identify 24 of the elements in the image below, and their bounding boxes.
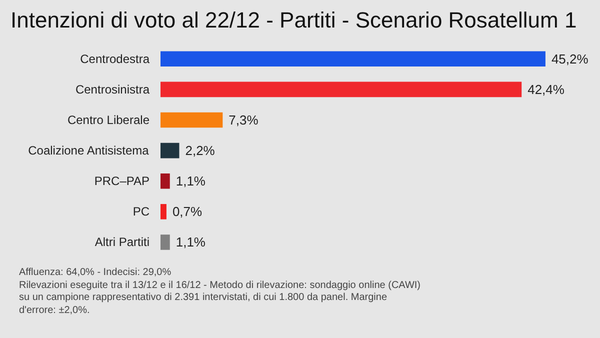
bar — [160, 204, 166, 220]
bar — [160, 173, 170, 189]
data-label: 0,7% — [172, 204, 203, 220]
data-label: 1,1% — [176, 234, 206, 250]
data-label: 1,1% — [176, 174, 206, 189]
bar — [160, 51, 546, 67]
text: Rilevazioni eseguite tra il 13/12 e il 16/12 - Metodo di rilevazione: sondaggio online (CAWI) su un campione rappresentativo di 2.391 intervistati, di cui 1.800 da panel. Margine d'errore: ±2,0%. — [19, 280, 421, 316]
data-label: 7,3% — [228, 112, 259, 128]
y-tick-label: Centro Liberale — [67, 113, 150, 127]
bar — [160, 234, 170, 250]
bar — [160, 82, 522, 98]
bar — [160, 112, 223, 128]
chart-title: Intenzioni di voto al 22/12 - Partiti - Scenario Rosatellum 1 — [10, 8, 577, 32]
data-label: 45,2% — [551, 51, 589, 66]
y-tick-label: PRC–PAP — [94, 174, 150, 188]
y-tick-label: Coalizione Antisistema — [28, 144, 150, 158]
y-tick-label: Centrosinistra — [75, 82, 150, 96]
text: Affluenza: 64,0% - Indecisi: 29,0% — [19, 267, 172, 278]
y-tick-label: Altri Partiti — [94, 235, 150, 250]
y-tick-label: Centrodestra — [80, 52, 150, 66]
data-label: 42,4% — [528, 82, 565, 97]
bar — [160, 142, 180, 158]
y-tick-label: PC — [132, 204, 150, 219]
data-label: 2,2% — [185, 143, 216, 158]
